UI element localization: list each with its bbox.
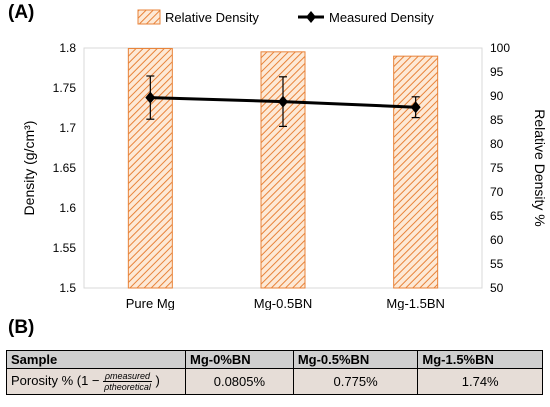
- legend-marker-measured-density: [306, 11, 316, 23]
- density-ratio-fraction: ρmeasured ρtheoretical: [103, 371, 152, 392]
- x-tick-label: Pure Mg: [126, 296, 175, 310]
- plot-area: 1.5 1.55 1.6 1.65 1.7 1.75 1.8 50 55 60 65 70 75 80 85…: [21, 9, 548, 310]
- x-tick-label: Mg-1.5BN: [386, 296, 445, 310]
- panel-label-a: (A): [8, 2, 35, 23]
- header-sample: Sample: [6, 350, 186, 369]
- y-axis-label: Density (g/cm³): [21, 121, 37, 216]
- data-point: [410, 101, 421, 114]
- porosity-value-mg-05: 0.775%: [292, 368, 419, 395]
- y2-tick-label: 85: [490, 113, 504, 127]
- y-tick-label: 1.7: [59, 121, 76, 135]
- header-mg-05: Mg-0.5%BN: [292, 350, 419, 369]
- y-tick-label: 1.6: [59, 201, 76, 215]
- y2-tick-label: 70: [490, 185, 504, 199]
- porosity-value-mg-0: 0.0805%: [185, 368, 294, 395]
- y2-tick-label: 65: [490, 209, 504, 223]
- y2-tick-label: 90: [490, 89, 504, 103]
- y2-tick-label: 55: [490, 257, 504, 271]
- density-chart: 1.5 1.55 1.6 1.65 1.7 1.75 1.8 50 55 60 65 70 75 80 85…: [21, 9, 548, 310]
- porosity-value-mg-15: 1.74%: [417, 368, 543, 395]
- fraction-numerator: ρmeasured: [103, 371, 152, 382]
- panel-label-b: (B): [8, 317, 35, 338]
- legend-label-relative-density: Relative Density: [165, 10, 259, 25]
- y-tick-label: 1.8: [59, 41, 76, 55]
- porosity-table: Sample Mg-0%BN Mg-0.5%BN Mg-1.5%BN Poros…: [6, 350, 543, 395]
- y2-tick-label: 50: [490, 281, 504, 295]
- y2-tick-label: 95: [490, 65, 504, 79]
- y-tick-label: 1.75: [53, 81, 77, 95]
- y2-tick-label: 75: [490, 161, 504, 175]
- data-point: [145, 91, 156, 104]
- table-row: Porosity % (1 − ρmeasured ρtheoretical )…: [6, 368, 543, 395]
- legend-label-measured-density: Measured Density: [329, 10, 434, 25]
- porosity-label-suffix: ): [155, 372, 160, 388]
- table-header-row: Sample Mg-0%BN Mg-0.5%BN Mg-1.5%BN: [6, 350, 543, 369]
- legend-swatch-relative-density: [137, 9, 161, 25]
- x-tick-label: Mg-0.5BN: [254, 296, 313, 310]
- bar: [393, 55, 439, 289]
- y2-tick-label: 60: [490, 233, 504, 247]
- y2-tick-label: 100: [490, 41, 510, 55]
- header-mg-15: Mg-1.5%BN: [417, 350, 543, 369]
- porosity-row-label: Porosity % (1 − ρmeasured ρtheoretical ): [6, 368, 186, 395]
- header-mg-0: Mg-0%BN: [185, 350, 294, 369]
- y-tick-label: 1.65: [53, 161, 77, 175]
- y2-axis-label: Relative Density %: [532, 109, 548, 227]
- y2-tick-label: 80: [490, 137, 504, 151]
- porosity-label-prefix: Porosity % (1 −: [11, 372, 100, 388]
- data-point: [278, 95, 288, 108]
- fraction-denominator: ρtheoretical: [104, 382, 151, 392]
- y-tick-label: 1.5: [59, 281, 76, 295]
- y-tick-label: 1.55: [53, 241, 77, 255]
